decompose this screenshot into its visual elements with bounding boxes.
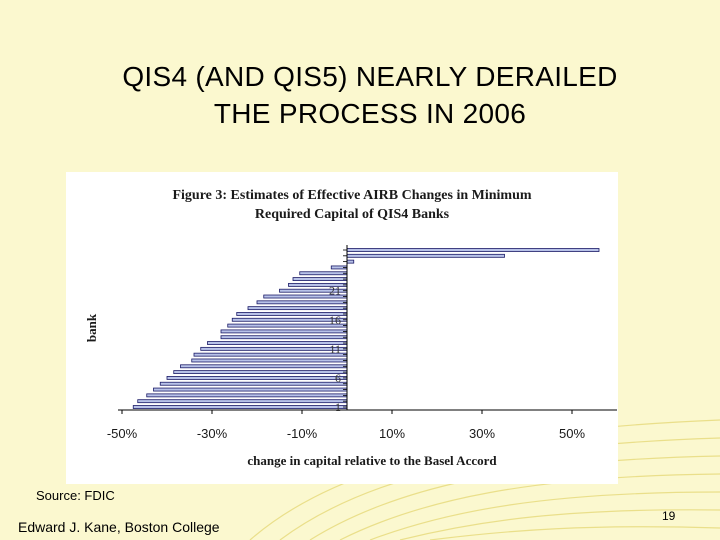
x-tick-label-0: -50% — [107, 426, 138, 441]
figure-panel: Figure 3: Estimates of Effective AIRB Ch… — [66, 172, 618, 484]
bar-bank-24 — [299, 271, 348, 276]
bar-bank-2 — [137, 399, 348, 404]
footer-author: Edward J. Kane, Boston College — [18, 519, 220, 535]
source-note: Source: FDIC — [36, 488, 115, 503]
bar-bank-4 — [153, 387, 348, 392]
bar-bank-12 — [207, 341, 348, 345]
bar-bank-18 — [247, 306, 348, 311]
bar-bank-5 — [159, 381, 348, 386]
y-tick-label-2: 11 — [329, 342, 341, 356]
y-tick-label-1: 6 — [335, 371, 341, 385]
x-tick-label-1: -30% — [197, 426, 228, 441]
slide-title-line-1: QIS4 (AND QIS5) NEARLY DERAILED — [122, 61, 618, 92]
bar-bank-9 — [191, 358, 348, 363]
chart-title-line-1: Figure 3: Estimates of Effective AIRB Ch… — [172, 188, 531, 203]
bar-bank-11 — [200, 346, 348, 351]
bar-bank-28 — [346, 248, 600, 252]
bar-bank-6 — [166, 376, 348, 380]
bar-bank-7 — [173, 370, 348, 375]
x-tick-label-3: 10% — [379, 426, 405, 441]
chart-title-line-2: Required Capital of QIS4 Banks — [255, 207, 450, 222]
bar-bank-1 — [132, 405, 348, 409]
bar-bank-23 — [292, 277, 348, 281]
bar-bank-19 — [256, 300, 348, 305]
x-tick-label-4: 30% — [469, 426, 495, 441]
y-axis-label: bank — [84, 313, 99, 342]
slide-title: QIS4 (AND QIS5) NEARLY DERAILED THE PROC… — [60, 58, 680, 132]
y-tick-label-3: 16 — [329, 313, 341, 327]
x-tick-label-5: 50% — [559, 426, 585, 441]
slide-title-line-2: THE PROCESS IN 2006 — [213, 98, 527, 129]
y-tick-label-0: 1 — [335, 400, 341, 414]
bar-bank-13 — [220, 335, 348, 340]
bar-bank-10 — [193, 352, 348, 357]
x-tick-label-2: -10% — [287, 426, 318, 441]
x-axis-label: change in capital relative to the Basel … — [247, 453, 497, 468]
page-number: 19 — [662, 509, 676, 523]
bar-bank-27 — [346, 253, 505, 258]
bar-bank-8 — [180, 364, 348, 369]
bar-chart: Figure 3: Estimates of Effective AIRB Ch… — [84, 188, 617, 468]
bar-bank-3 — [146, 393, 348, 398]
bar-bank-26 — [346, 259, 355, 264]
y-tick-label-4: 21 — [329, 284, 341, 298]
bar-bank-14 — [220, 329, 348, 334]
